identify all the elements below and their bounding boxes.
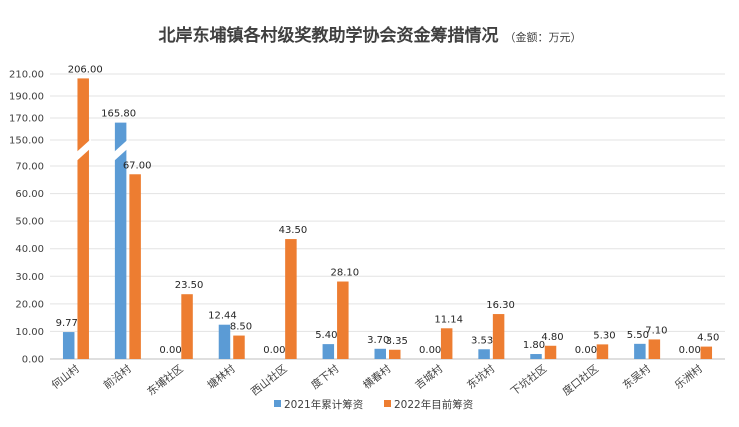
- bar-2021: [218, 324, 231, 359]
- bar-2022: [596, 344, 609, 359]
- data-label: 165.80: [101, 109, 136, 120]
- bar-2021: [530, 354, 542, 359]
- x-tick-label: 何山村: [49, 362, 82, 392]
- x-tick-label: 下坑社区: [508, 362, 549, 398]
- x-axis-labels: 何山村 前沿村 东埔社区 塘林村 西山社区 度下村 横春村 吉城村 东坑村 下坑社区 度口社区 东吴村…: [49, 362, 705, 398]
- y-tick-label: 210.00: [9, 70, 44, 81]
- y-tick-label: 50.00: [15, 217, 44, 228]
- data-label: 5.30: [593, 330, 615, 341]
- data-label: 4.80: [541, 332, 563, 343]
- y-tick-label: 60.00: [15, 189, 44, 200]
- x-tick-label: 横春村: [361, 362, 394, 392]
- gridlines: [50, 73, 725, 360]
- data-label: 1.80: [523, 340, 545, 351]
- legend-swatch: [274, 400, 281, 407]
- bar-2022: [181, 294, 193, 359]
- bar-2021: [322, 344, 335, 359]
- x-tick-label: 度下村: [309, 362, 342, 392]
- data-label: 12.44: [208, 311, 237, 322]
- bars: [62, 78, 713, 360]
- y-tick-label: 0.00: [22, 355, 44, 366]
- y-tick-label: 190.00: [9, 92, 44, 103]
- data-label: 0.00: [419, 345, 441, 356]
- data-label: 3.35: [386, 336, 408, 347]
- bar-2021: [62, 332, 75, 359]
- chart-title-unit: （金额：万元）: [504, 30, 581, 44]
- x-tick-label: 东埔社区: [145, 362, 186, 398]
- bar-2022: [233, 335, 245, 359]
- bar-2021: [634, 343, 646, 359]
- y-axis-ticks: 0.00 10.00 20.00 30.00 40.00 50.00 60.00 70.00 1…: [9, 70, 44, 366]
- data-label: 43.50: [279, 225, 308, 236]
- data-label: 67.00: [123, 160, 152, 171]
- data-label: 28.10: [331, 268, 360, 279]
- x-tick-label: 西山社区: [248, 362, 289, 398]
- bar-2021: [374, 348, 386, 359]
- bar-2022: [337, 281, 349, 359]
- data-label: 8.50: [230, 322, 252, 333]
- bar-2021: [114, 122, 127, 360]
- y-tick-label: 30.00: [15, 272, 44, 283]
- data-label: 3.53: [471, 335, 493, 346]
- y-tick-label: 10.00: [15, 327, 44, 338]
- x-tick-label: 塘林村: [205, 362, 238, 392]
- y-tick-label: 170.00: [9, 114, 44, 125]
- x-tick-label: 东坑村: [464, 362, 497, 392]
- bar-2022: [648, 339, 661, 359]
- data-label: 5.50: [627, 330, 649, 341]
- data-label: 11.14: [434, 314, 463, 325]
- data-label: 16.30: [486, 300, 515, 311]
- data-label: 0.00: [263, 345, 285, 356]
- x-tick-label: 前沿村: [101, 362, 134, 392]
- legend: 2021年累计筹资 2022年目前筹资: [274, 398, 473, 411]
- axis-break-mark: [112, 139, 129, 162]
- data-label: 0.00: [679, 345, 701, 356]
- bar-2021: [478, 349, 490, 359]
- y-tick-label: 20.00: [15, 299, 44, 310]
- bar-2022: [389, 349, 401, 359]
- legend-label: 2021年累计筹资: [284, 398, 363, 411]
- bar-2022: [440, 328, 453, 359]
- x-tick-label: 度口社区: [560, 362, 601, 398]
- data-label: 206.00: [68, 64, 103, 75]
- axis-break-mark: [75, 139, 91, 162]
- x-tick-label: 吉城村: [412, 362, 445, 392]
- data-label: 0.00: [159, 345, 181, 356]
- data-label: 4.50: [697, 333, 719, 344]
- bar-2022: [285, 239, 297, 359]
- y-tick-label: 70.00: [15, 162, 44, 173]
- bar-2022: [129, 174, 141, 359]
- data-label: 0.00: [575, 345, 597, 356]
- x-tick-label: 乐洲村: [672, 362, 705, 392]
- y-tick-label: 150.00: [9, 136, 44, 147]
- bar-2022: [77, 78, 89, 360]
- legend-swatch: [384, 400, 391, 407]
- bar-2022: [700, 346, 713, 359]
- data-label: 7.10: [645, 325, 667, 336]
- chart-title-main: 北岸东埔镇各村级奖教助学协会资金筹措情况: [159, 25, 499, 46]
- legend-label: 2022年目前筹资: [394, 398, 473, 411]
- data-label: 5.40: [315, 330, 337, 341]
- chart-title: 北岸东埔镇各村级奖教助学协会资金筹措情况 （金额：万元）: [159, 25, 582, 46]
- bar-2022: [544, 345, 557, 359]
- x-tick-label: 东吴村: [620, 362, 653, 392]
- data-label: 3.70: [367, 335, 389, 346]
- y-tick-label: 40.00: [15, 244, 44, 255]
- data-labels: 9.77 165.80 0.00 12.44 0.00 5.40 3.70 0.00 3.53 1…: [56, 64, 720, 356]
- data-label: 9.77: [56, 318, 78, 329]
- bar-2022: [492, 314, 505, 359]
- data-label: 23.50: [175, 280, 204, 291]
